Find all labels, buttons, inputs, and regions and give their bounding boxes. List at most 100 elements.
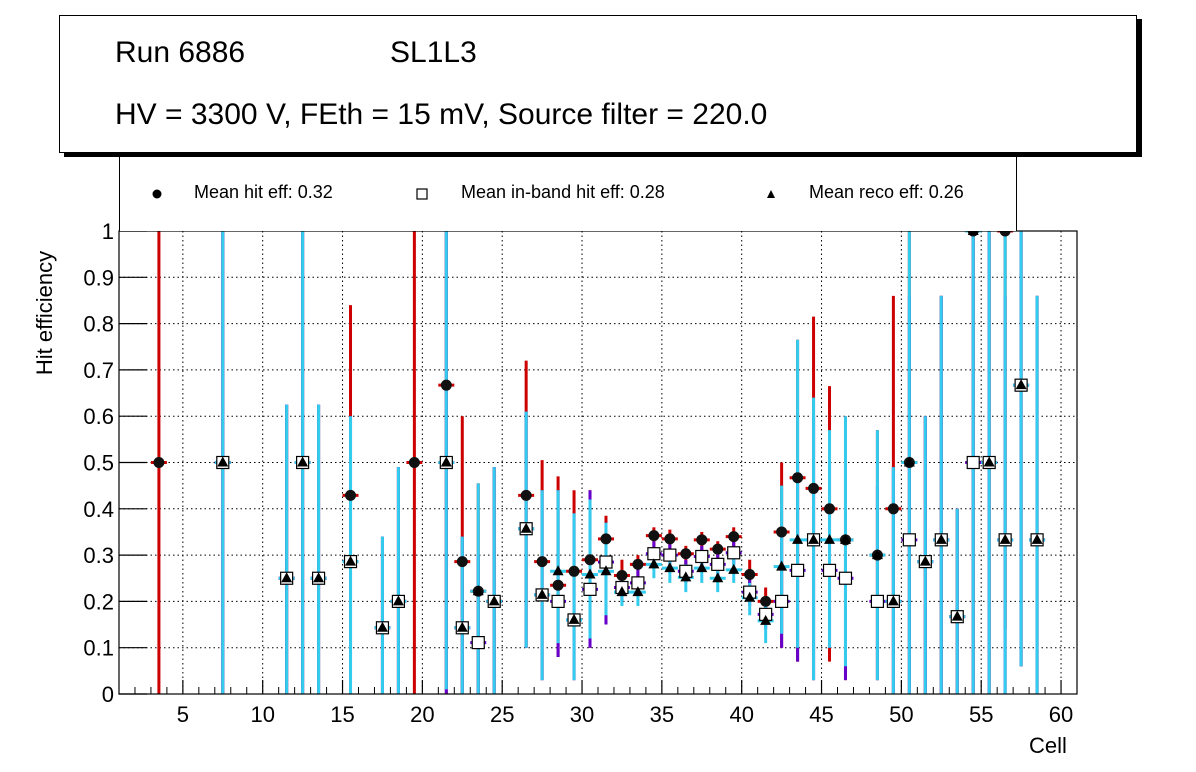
inband-eff-point bbox=[902, 533, 916, 547]
hit-eff-point bbox=[456, 556, 468, 568]
x-tick-label: 45 bbox=[809, 702, 833, 727]
hit-eff-point bbox=[824, 503, 836, 515]
x-axis-label: Cell bbox=[1029, 733, 1067, 758]
reco-eff-point bbox=[760, 614, 772, 625]
reco-eff-point bbox=[568, 613, 580, 624]
reco-eff-point bbox=[616, 586, 628, 597]
inband-eff-point bbox=[551, 594, 565, 609]
y-tick-label: 0.1 bbox=[83, 636, 114, 661]
y-tick-label: 0.5 bbox=[83, 451, 114, 476]
inband-eff-point bbox=[822, 563, 837, 577]
hit-eff-point bbox=[712, 543, 724, 555]
hit-eff-point bbox=[345, 489, 357, 501]
inband-eff-point bbox=[471, 636, 485, 650]
reco-eff-point bbox=[776, 560, 788, 571]
plot-frame bbox=[118, 230, 1078, 695]
reco-eff-point bbox=[456, 621, 468, 632]
x-tick-label: 50 bbox=[889, 702, 913, 727]
inband-eff-point bbox=[647, 547, 661, 561]
reco-eff-point bbox=[600, 565, 612, 576]
x-tick-label: 25 bbox=[490, 702, 514, 727]
hit-eff-point bbox=[440, 379, 452, 391]
hit-eff-point bbox=[536, 556, 548, 568]
reco-eff-point bbox=[345, 555, 357, 566]
hit-eff-point bbox=[808, 482, 820, 494]
y-tick-label: 0.4 bbox=[83, 497, 114, 522]
y-axis-ticks: 0 0.1 0.2 0.3 0.4 0.5 0.6 0.7 0.8 0.9 1 bbox=[83, 219, 147, 707]
reco-eff-point bbox=[824, 533, 836, 544]
hit-eff-point bbox=[584, 554, 596, 566]
inband-eff-point bbox=[663, 548, 677, 562]
x-tick-label: 30 bbox=[570, 702, 594, 727]
inband-eff-point bbox=[727, 546, 741, 560]
reco-eff-point bbox=[744, 591, 756, 602]
reco-eff-point bbox=[1031, 533, 1043, 544]
reco-eff-point bbox=[712, 572, 724, 583]
x-tick-label: 20 bbox=[410, 702, 434, 727]
reco-eff-point bbox=[1015, 379, 1027, 390]
x-tick-label: 15 bbox=[330, 702, 354, 727]
hit-eff-point bbox=[887, 503, 899, 515]
reco-eff-point bbox=[440, 456, 452, 467]
reco-eff-point bbox=[552, 565, 564, 576]
hit-eff-point bbox=[520, 489, 532, 501]
inband-eff-point bbox=[583, 582, 597, 596]
y-tick-label: 0.6 bbox=[83, 404, 114, 429]
reco-eff-point bbox=[297, 456, 309, 467]
reco-eff-point bbox=[728, 563, 740, 574]
legend-circle-icon bbox=[152, 189, 162, 199]
reco-eff-point bbox=[903, 456, 915, 467]
reco-eff-point bbox=[520, 522, 532, 533]
y-tick-label: 0 bbox=[102, 682, 114, 707]
x-tick-label: 5 bbox=[177, 702, 189, 727]
conditions-label: HV = 3300 V, FEth = 15 mV, Source filter… bbox=[115, 98, 768, 131]
hit-eff-point bbox=[600, 533, 612, 545]
legend-triangle-icon bbox=[767, 190, 775, 198]
run-label: Run 6886 bbox=[115, 36, 246, 69]
hit-eff-point bbox=[408, 457, 420, 468]
hit-eff-point bbox=[792, 472, 804, 484]
y-tick-label: 0.8 bbox=[83, 312, 114, 337]
inband-eff-point bbox=[838, 571, 853, 585]
reco-eff-point bbox=[392, 595, 404, 606]
legend-hit-eff: Mean hit eff: 0.32 bbox=[194, 182, 333, 202]
x-tick-label: 35 bbox=[650, 702, 674, 727]
x-axis-ticks: 5 10 15 20 25 30 35 40 45 50 55 60 bbox=[118, 680, 1078, 727]
reco-eff-point bbox=[887, 595, 899, 606]
x-tick-label: 55 bbox=[969, 702, 993, 727]
reco-eff-point bbox=[281, 572, 293, 583]
reco-eff-point bbox=[935, 533, 947, 544]
hit-eff-point bbox=[728, 531, 740, 543]
inband-eff-point bbox=[870, 594, 885, 609]
reco-eff-point bbox=[648, 558, 660, 569]
inband-eff-point bbox=[695, 549, 709, 564]
reco-eff-point bbox=[536, 588, 548, 599]
hit-eff-point bbox=[616, 569, 628, 581]
hit-eff-point bbox=[680, 548, 692, 560]
reco-eff-point bbox=[808, 533, 820, 544]
reco-eff-point bbox=[999, 533, 1011, 544]
y-tick-label: 0.9 bbox=[83, 265, 114, 290]
hit-eff-point bbox=[153, 457, 165, 468]
reco-eff-point bbox=[839, 533, 851, 544]
reco-eff-point bbox=[871, 549, 883, 560]
hit-eff-point bbox=[744, 569, 756, 581]
reco-eff-point bbox=[664, 562, 676, 573]
y-tick-label: 0.3 bbox=[83, 543, 114, 568]
inband-eff-point bbox=[790, 563, 805, 577]
reco-eff-point bbox=[217, 456, 229, 467]
inband-eff-point bbox=[711, 557, 725, 571]
reco-eff-point bbox=[472, 585, 484, 596]
reco-eff-point bbox=[680, 571, 692, 582]
y-tick-label: 1 bbox=[102, 219, 114, 244]
y-tick-label: 0.2 bbox=[83, 589, 114, 614]
y-tick-label: 0.7 bbox=[83, 358, 114, 383]
reco-eff-point bbox=[313, 572, 325, 583]
layer-label: SL1L3 bbox=[390, 36, 477, 69]
legend-square-icon bbox=[416, 188, 428, 200]
hit-eff-point bbox=[568, 565, 580, 577]
grid-lines bbox=[119, 230, 1077, 695]
data-markers bbox=[153, 225, 1044, 650]
x-tick-label: 60 bbox=[1049, 702, 1073, 727]
reco-eff-point bbox=[696, 562, 708, 573]
